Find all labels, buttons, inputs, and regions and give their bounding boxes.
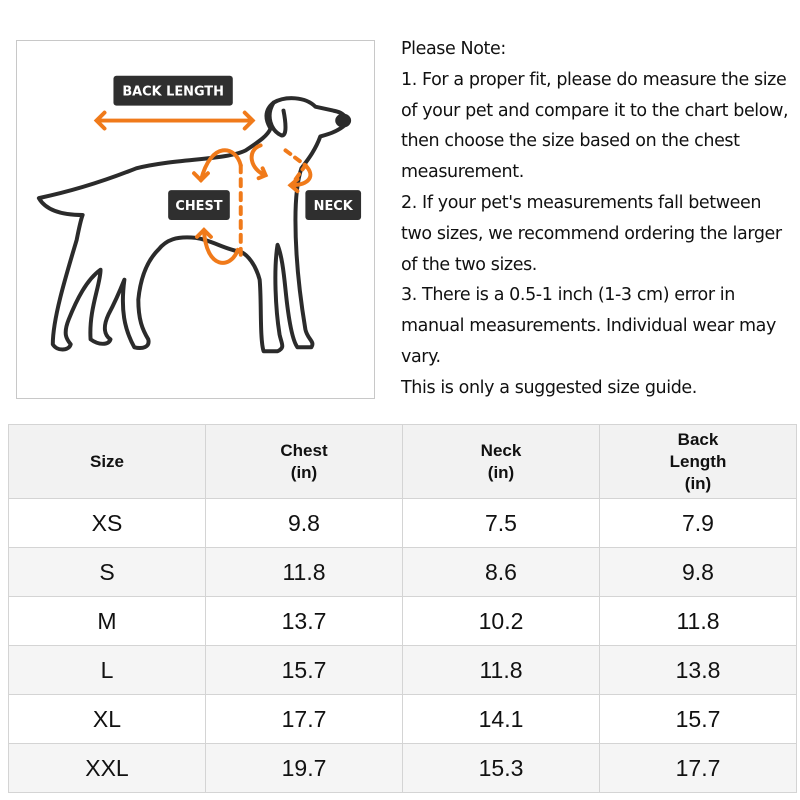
neck-label: NECK	[305, 190, 362, 220]
header-neck: Neck (in)	[402, 424, 600, 499]
cell-neck: 8.6	[402, 547, 600, 597]
header-text: (in)	[290, 462, 318, 482]
cell-back-length: 11.8	[599, 596, 797, 646]
chest-top-arrow	[192, 148, 243, 184]
cell-size: XS	[8, 498, 206, 548]
dog-outline	[36, 96, 349, 354]
cell-neck: 7.5	[402, 498, 600, 548]
header-chest: Chest (in)	[205, 424, 403, 499]
cell-neck: 14.1	[402, 694, 600, 744]
header-text: Chest	[280, 440, 328, 460]
cell-chest: 9.8	[205, 498, 403, 548]
table-row: L 15.7 11.8 13.8	[8, 645, 797, 695]
cell-chest: 17.7	[205, 694, 403, 744]
svg-text:NECK: NECK	[314, 199, 354, 214]
note-item: 3. There is a 0.5-1 inch (1-3 cm) error …	[401, 285, 776, 367]
cell-size: S	[8, 547, 206, 597]
table-row: M 13.7 10.2 11.8	[8, 596, 797, 646]
cell-chest: 15.7	[205, 645, 403, 695]
header-text: (in)	[684, 473, 712, 493]
table-header-row: Size Chest (in) Neck (in) Back Length (in)	[8, 424, 797, 499]
back-length-arrow	[93, 110, 256, 131]
cell-chest: 19.7	[205, 743, 403, 793]
dog-nose	[335, 113, 352, 128]
dog-measurement-diagram: BACK LENGTH CHEST NECK	[16, 40, 375, 399]
cell-back-length: 15.7	[599, 694, 797, 744]
cell-size: M	[8, 596, 206, 646]
note-item: 1. For a proper fit, please do measure t…	[401, 69, 789, 183]
note-heading: Please Note:	[401, 39, 506, 59]
note-footer: This is only a suggested size guide.	[401, 377, 697, 398]
header-text: (in)	[487, 462, 515, 482]
note-item: 2. If your pet's measurements fall betwe…	[401, 192, 782, 275]
cell-size: XXL	[8, 743, 206, 793]
table-row: S 11.8 8.6 9.8	[8, 547, 797, 597]
svg-text:CHEST: CHEST	[175, 199, 222, 214]
cell-back-length: 17.7	[599, 743, 797, 793]
chest-bottom-arrow	[195, 227, 240, 265]
header-back-length: Back Length (in)	[599, 424, 797, 499]
dog-illustration: BACK LENGTH CHEST NECK	[36, 75, 362, 354]
table-row: XL 17.7 14.1 15.7	[8, 694, 797, 744]
header-text: Length	[669, 451, 727, 471]
header-size: Size	[8, 424, 206, 499]
size-chart-table: Size Chest (in) Neck (in) Back Length (in) XS 9.…	[8, 424, 797, 793]
back-length-label: BACK LENGTH	[113, 75, 233, 106]
svg-text:BACK LENGTH: BACK LENGTH	[122, 85, 224, 100]
cell-back-length: 13.8	[599, 645, 797, 695]
cell-neck: 10.2	[402, 596, 600, 646]
neck-right-arrow	[287, 163, 313, 194]
cell-size: XL	[8, 694, 206, 744]
header-text: Neck	[480, 440, 522, 460]
size-note: Please Note: 1. For a proper fit, please…	[401, 34, 796, 404]
cell-neck: 11.8	[402, 645, 600, 695]
chest-label: CHEST	[168, 190, 230, 220]
cell-chest: 11.8	[205, 547, 403, 597]
neck-left-arrow	[249, 143, 269, 181]
measurement-arrows	[93, 110, 313, 265]
table-row: XXL 19.7 15.3 17.7	[8, 743, 797, 793]
cell-size: L	[8, 645, 206, 695]
cell-back-length: 7.9	[599, 498, 797, 548]
cell-back-length: 9.8	[599, 547, 797, 597]
cell-neck: 15.3	[402, 743, 600, 793]
header-text: Size	[89, 451, 125, 471]
table-row: XS 9.8 7.5 7.9	[8, 498, 797, 548]
cell-chest: 13.7	[205, 596, 403, 646]
header-text: Back	[677, 429, 719, 449]
